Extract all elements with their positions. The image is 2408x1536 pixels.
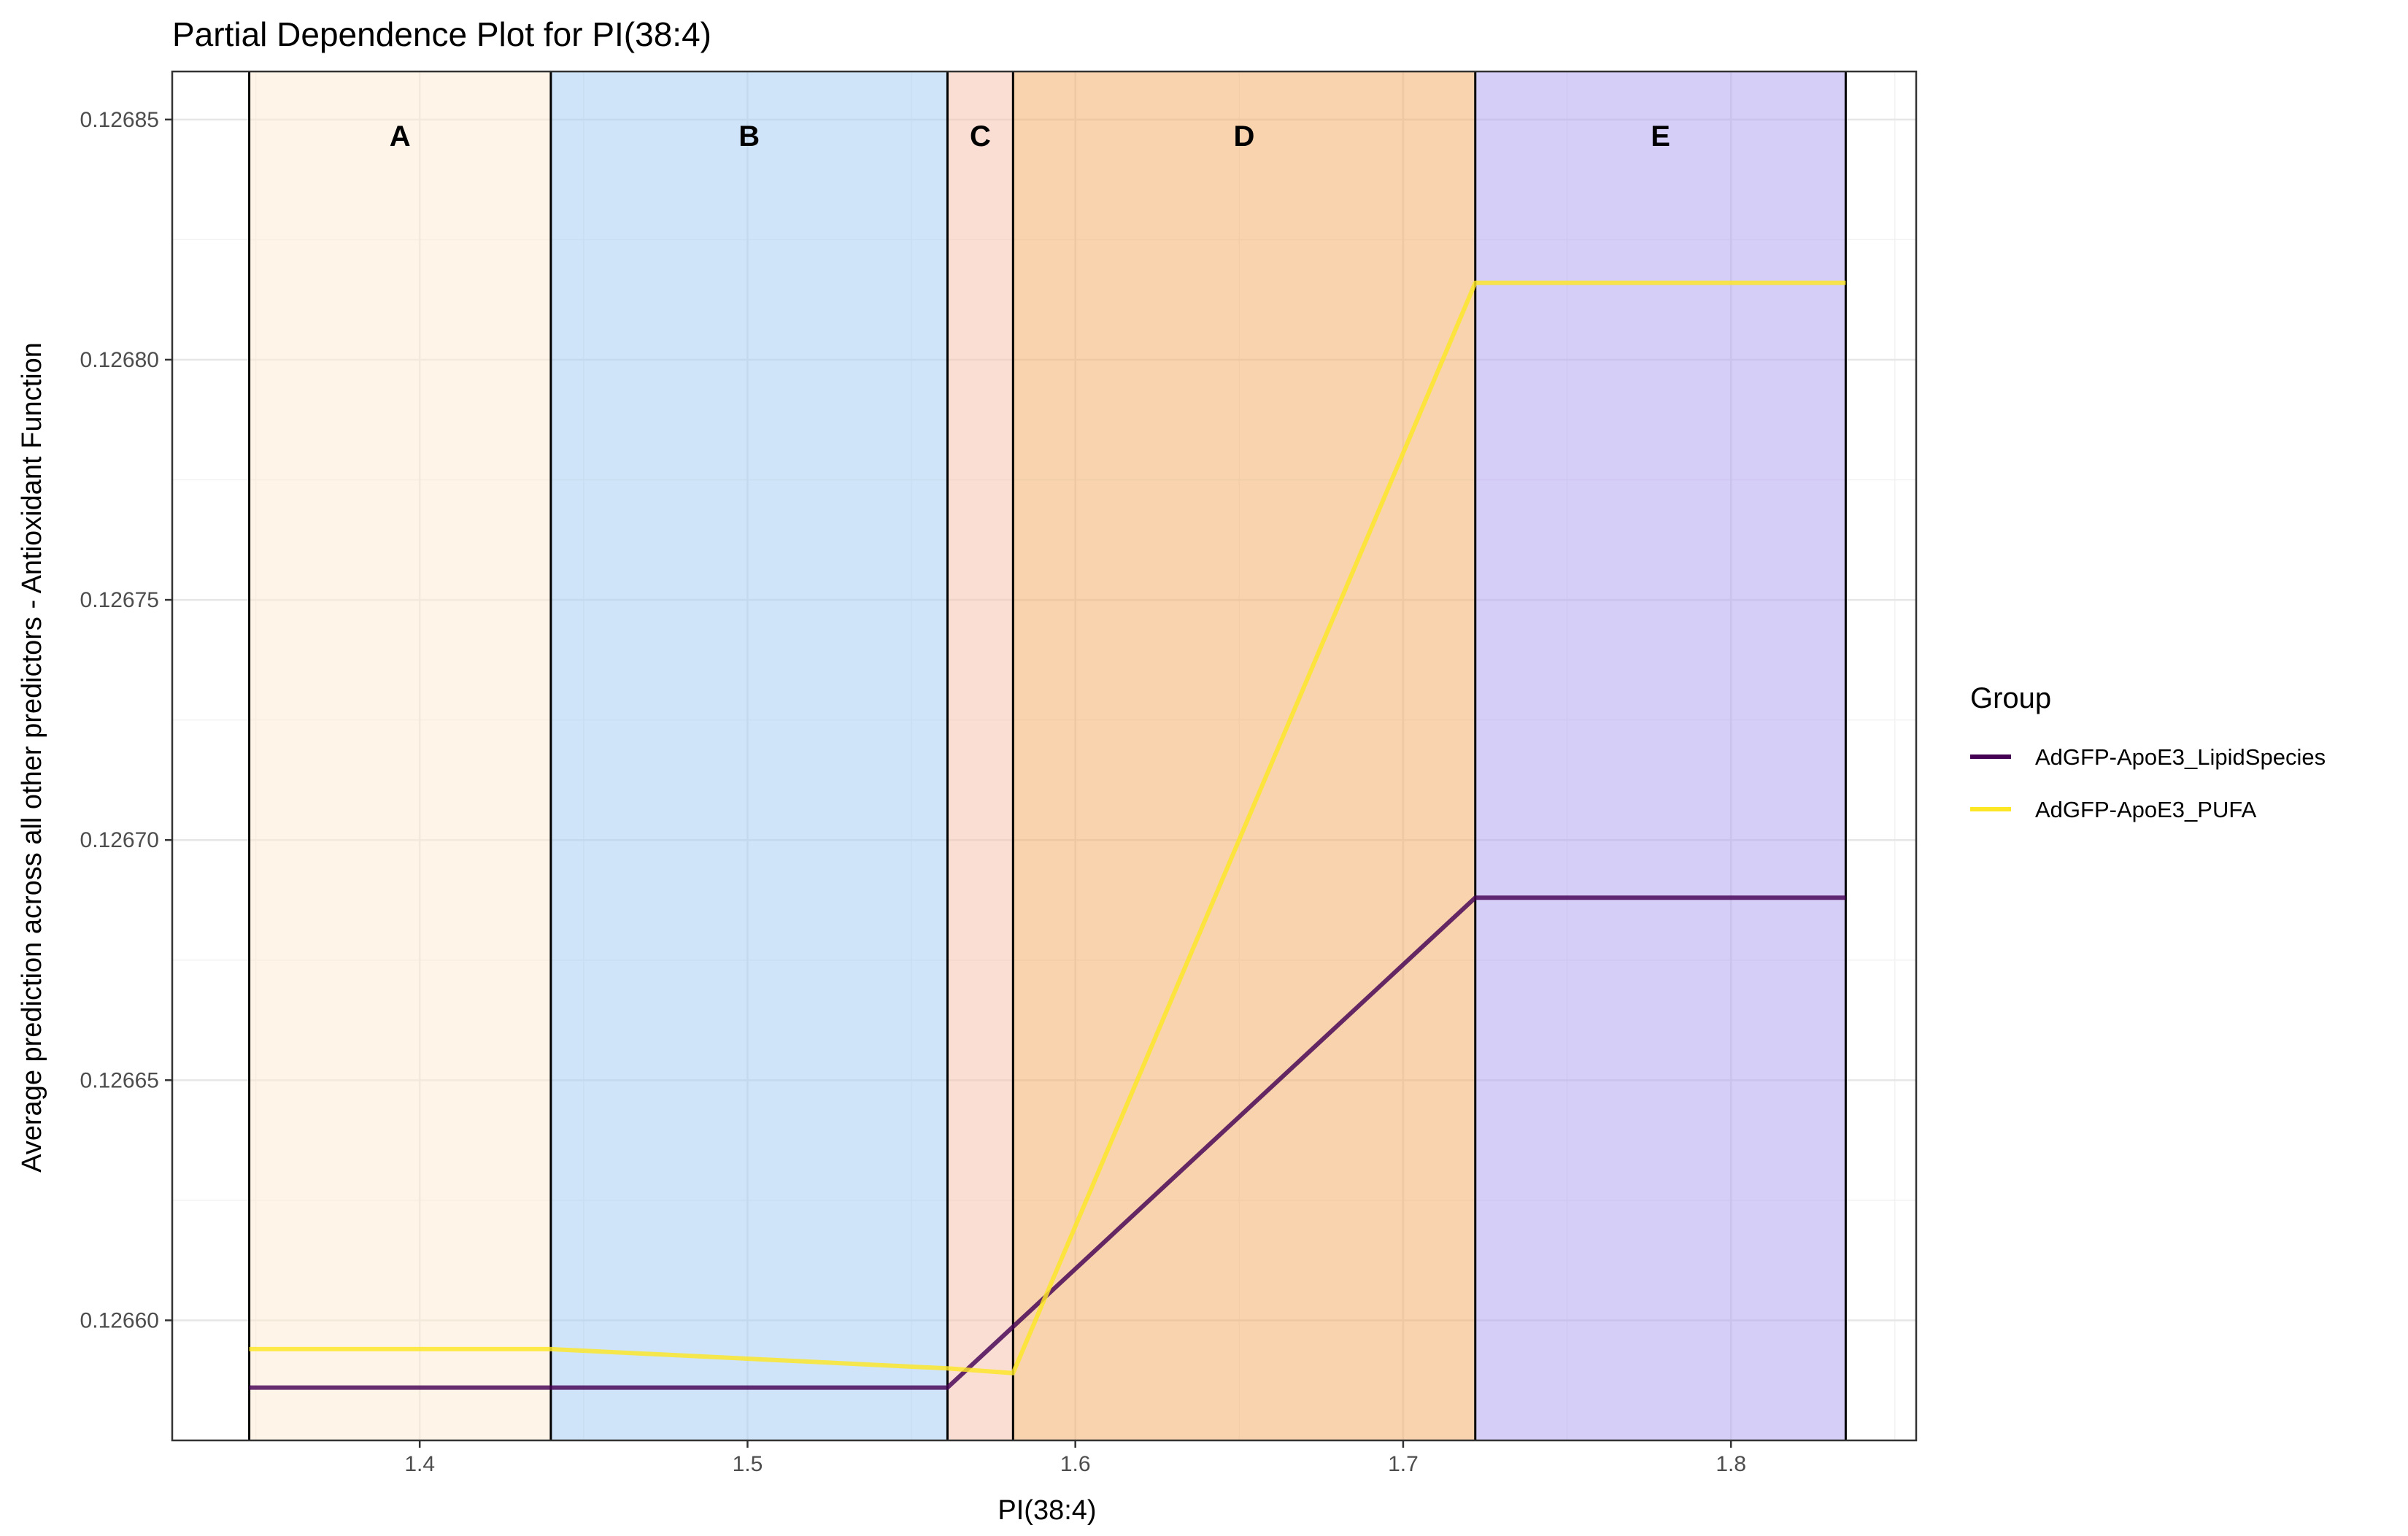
panel-border (171, 70, 1918, 1442)
region-e-band (1475, 72, 1846, 1440)
region-label-b: B (738, 120, 760, 153)
legend-label-2: AdGFP-ApoE3_PUFA (2035, 797, 2257, 822)
series-line-2 (249, 280, 1846, 1375)
region-c-band (947, 72, 1014, 1440)
y-tick-label: 0.12665 (80, 1068, 159, 1092)
y-tick-label: 0.12670 (80, 828, 159, 852)
region-a-band (249, 72, 551, 1440)
y-tick-label: 0.12685 (80, 108, 159, 132)
region-label-e: E (1651, 120, 1670, 153)
legend-title: Group (1970, 682, 2051, 714)
shaded-regions (248, 72, 1847, 1440)
y-axis-title: Average prediction across all other pred… (17, 342, 47, 1173)
y-tick-label: 0.12660 (80, 1308, 159, 1332)
x-tick-label: 1.6 (1060, 1452, 1091, 1476)
chart-title: Partial Dependence Plot for PI(38:4) (172, 15, 711, 53)
series-line-1 (249, 895, 1846, 1390)
legend: Group AdGFP-ApoE3_LipidSpecies AdGFP-ApoE… (1970, 682, 2326, 822)
region-d-band (1013, 72, 1475, 1440)
series-lines (249, 280, 1846, 1390)
x-axis-title: PI(38:4) (997, 1495, 1096, 1526)
region-label-c: C (970, 120, 991, 153)
region-b-band (550, 72, 948, 1440)
region-label-d: D (1234, 120, 1255, 153)
x-tick-label: 1.4 (404, 1452, 435, 1476)
x-tick-label: 1.7 (1388, 1452, 1419, 1476)
legend-label-1: AdGFP-ApoE3_LipidSpecies (2035, 744, 2326, 770)
y-tick-label: 0.12675 (80, 588, 159, 612)
y-tick-label: 0.12680 (80, 348, 159, 372)
x-tick-label: 1.5 (733, 1452, 763, 1476)
region-label-a: A (390, 120, 411, 153)
plot-panel: A B C D E 1.4 1.5 1.6 1.7 1.8 0.12660 0.12665 0.1267… (80, 70, 1918, 1476)
x-tick-label: 1.8 (1716, 1452, 1746, 1476)
